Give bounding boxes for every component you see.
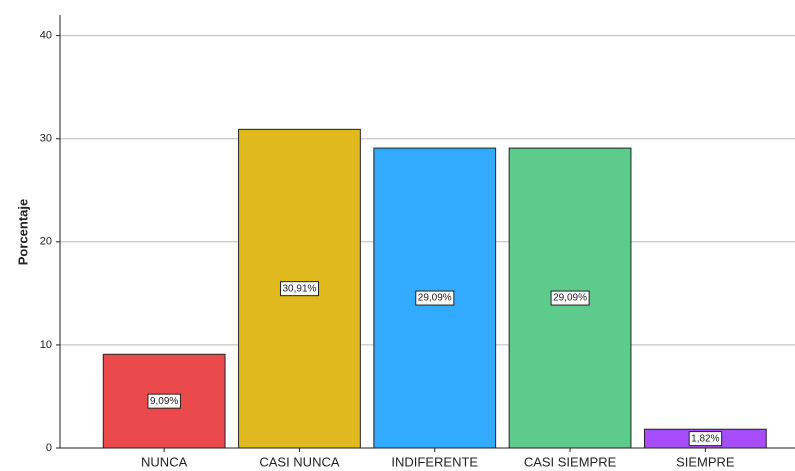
- y-axis-label: Porcentaje: [15, 199, 30, 265]
- value-label-box: [147, 393, 181, 409]
- y-tick-label: 20: [40, 236, 52, 248]
- value-label-box: [550, 290, 590, 306]
- value-label-box: [279, 281, 320, 297]
- x-tick-label: NUNCA: [141, 454, 188, 469]
- value-label: 29,09%: [553, 293, 587, 304]
- value-label: 30,91%: [282, 283, 316, 294]
- value-label-box: [415, 290, 455, 306]
- x-tick-label: SIEMPRE: [676, 454, 735, 469]
- value-label: 1,82%: [691, 433, 719, 444]
- value-label: 29,09%: [418, 293, 452, 304]
- x-tick-label: CASI NUNCA: [259, 454, 340, 469]
- x-tick-label: INDIFERENTE: [391, 454, 478, 469]
- y-tick-label: 40: [40, 30, 52, 42]
- value-label: 9,09%: [150, 396, 178, 407]
- value-label-box: [688, 431, 723, 447]
- y-tick-label: 0: [46, 442, 52, 454]
- y-tick-label: 30: [40, 133, 52, 145]
- x-tick-label: CASI SIEMPRE: [524, 454, 617, 469]
- y-tick-label: 10: [40, 339, 52, 351]
